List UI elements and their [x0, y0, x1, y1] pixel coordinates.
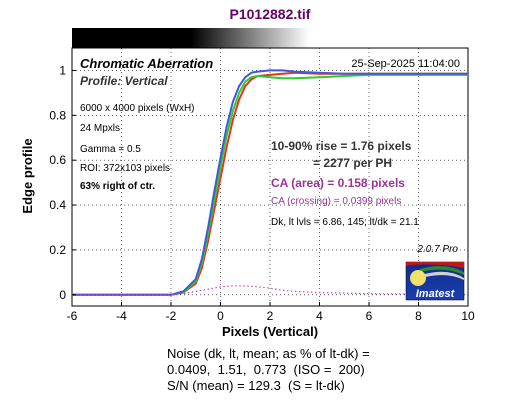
- rise-result: 10-90% rise = 1.76 pixels: [271, 139, 412, 153]
- logo-text: Imatest: [416, 288, 456, 300]
- datetime-label: 25-Sep-2025 11:04:00: [351, 58, 460, 70]
- x-tick-label: -6: [67, 309, 78, 323]
- y-tick-label: 0: [59, 288, 66, 302]
- x-tick-label: 10: [461, 309, 475, 323]
- edge-gradient-bar: [72, 28, 468, 48]
- dk-levels: Dk, lt lvls = 6.86, 145; lt/dk = 21.1: [271, 217, 419, 228]
- x-tick-label: 4: [316, 309, 323, 323]
- x-tick-label: 6: [366, 309, 373, 323]
- y-tick-label: 0.2: [49, 243, 66, 257]
- green-edge-curve: [72, 73, 468, 296]
- axis-ticks: -6 -4 -2 0 2 4 6 8 10 0 0.2 0.4 0.6 0.8 1: [49, 63, 475, 323]
- info-position: 63% right of ctr.: [80, 181, 155, 192]
- x-tick-label: 8: [415, 309, 422, 323]
- info-gamma: Gamma = 0.5: [80, 144, 141, 155]
- blue-edge-curve: [72, 69, 468, 296]
- y-tick-label: 1: [59, 63, 66, 77]
- chart-title: Chromatic Aberration: [80, 56, 213, 71]
- file-title: P1012882.tif: [230, 6, 311, 22]
- magenta-edge-curve: [72, 285, 469, 296]
- profile-label: Profile: Vertical: [80, 74, 168, 88]
- y-tick-label: 0.6: [49, 153, 66, 167]
- noise-line-2: 0.0409, 1.51, 0.773 (ISO = 200): [167, 362, 365, 377]
- y-tick-label: 0.4: [49, 198, 66, 212]
- imatest-logo: Imatest: [405, 261, 465, 301]
- edge-curves: [72, 69, 469, 296]
- y-axis-label: Edge profile: [20, 138, 35, 213]
- noise-line-1: Noise (dk, lt, mean; as % of lt-dk) =: [167, 346, 370, 361]
- ca-area-result: CA (area) = 0.158 pixels: [271, 176, 405, 190]
- info-mpxls: 24 Mpxls: [80, 123, 120, 134]
- info-pixels: 6000 x 4000 pixels (WxH): [80, 103, 195, 114]
- x-tick-label: 2: [267, 309, 274, 323]
- y-tick-label: 0.8: [49, 108, 66, 122]
- x-tick-label: -2: [166, 309, 177, 323]
- info-roi: ROI: 372x103 pixels: [80, 163, 170, 174]
- per-ph-result: = 2277 per PH: [313, 156, 392, 170]
- ca-crossing-result: CA (crossing) = 0.0399 pixels: [271, 196, 401, 207]
- noise-summary: Noise (dk, lt, mean; as % of lt-dk) = 0.…: [167, 346, 370, 394]
- x-tick-label: 0: [217, 309, 224, 323]
- version-label: 2.0.7 Pro: [416, 244, 458, 255]
- x-tick-label: -4: [116, 309, 127, 323]
- noise-line-3: S/N (mean) = 129.3 (S = lt-dk): [167, 378, 345, 393]
- x-axis-label: Pixels (Vertical): [222, 324, 318, 339]
